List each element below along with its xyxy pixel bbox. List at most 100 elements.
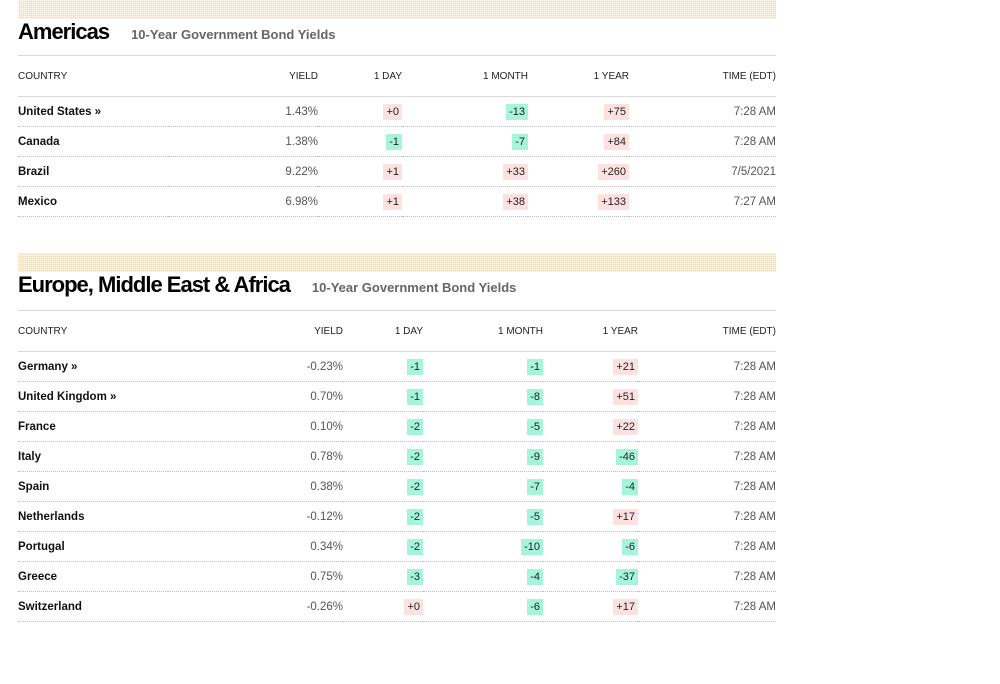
change-1day-badge: -2 <box>407 508 423 525</box>
update-time: 7:28 AM <box>638 471 776 502</box>
country-name: France <box>18 411 168 442</box>
yield-value: 0.78% <box>168 441 343 472</box>
emea-table: COUNTRY YIELD 1 DAY 1 MONTH 1 YEAR TIME … <box>18 311 776 622</box>
yield-value: 1.38% <box>168 126 318 157</box>
section-header: Americas 10-Year Government Bond Yields <box>18 19 776 56</box>
change-1month-badge: -1 <box>527 358 543 375</box>
col-header-country[interactable]: COUNTRY <box>18 311 168 352</box>
change-1year-badge: -6 <box>622 538 638 555</box>
col-header-1year[interactable]: 1 YEAR <box>543 311 638 352</box>
yield-value: 0.75% <box>168 561 343 592</box>
table-row[interactable]: Switzerland -0.26% +0 -6 +17 7:28 AM <box>18 591 776 622</box>
yield-value: 6.98% <box>168 186 318 217</box>
change-1day-badge: +1 <box>383 193 402 210</box>
change-1year-cell: +133 <box>528 186 629 217</box>
country-name: Switzerland <box>18 591 168 622</box>
col-header-yield[interactable]: YIELD <box>168 56 318 97</box>
section-header: Europe, Middle East & Africa 10-Year Gov… <box>18 272 776 311</box>
col-header-1day[interactable]: 1 DAY <box>343 311 423 352</box>
col-header-country[interactable]: COUNTRY <box>18 56 168 97</box>
update-time: 7:28 AM <box>638 381 776 412</box>
country-name: Spain <box>18 471 168 502</box>
americas-rows: United States » 1.43% +0 -13 +75 7:28 AM Canad… <box>18 96 776 217</box>
change-1month-cell: -13 <box>402 96 528 127</box>
change-1month-cell: -6 <box>423 591 543 622</box>
change-1month-badge: -4 <box>527 568 543 585</box>
change-1month-badge: -6 <box>527 598 543 615</box>
yield-value: 0.70% <box>168 381 343 412</box>
update-time: 7/5/2021 <box>629 156 776 187</box>
col-header-time[interactable]: TIME (EDT) <box>629 56 776 97</box>
change-1day-cell: +0 <box>343 591 423 622</box>
col-header-1month[interactable]: 1 MONTH <box>423 311 543 352</box>
change-1day-cell: +0 <box>318 96 402 127</box>
change-1day-cell: -1 <box>343 381 423 412</box>
table-row[interactable]: Netherlands -0.12% -2 -5 +17 7:28 AM <box>18 501 776 532</box>
table-row[interactable]: Brazil 9.22% +1 +33 +260 7/5/2021 <box>18 156 776 187</box>
change-1day-cell: -3 <box>343 561 423 592</box>
table-row[interactable]: Canada 1.38% -1 -7 +84 7:28 AM <box>18 126 776 157</box>
table-row[interactable]: United Kingdom » 0.70% -1 -8 +51 7:28 AM <box>18 381 776 412</box>
change-1month-cell: -1 <box>423 351 543 382</box>
table-row[interactable]: Greece 0.75% -3 -4 -37 7:28 AM <box>18 561 776 592</box>
change-1month-badge: -9 <box>527 448 543 465</box>
change-1month-badge: -13 <box>506 103 528 120</box>
update-time: 7:28 AM <box>638 411 776 442</box>
change-1year-badge: +17 <box>613 508 638 525</box>
country-name: Mexico <box>18 186 168 217</box>
country-link[interactable]: United States » <box>18 96 168 127</box>
change-1month-cell: -7 <box>402 126 528 157</box>
change-1year-cell: +51 <box>543 381 638 412</box>
country-link[interactable]: United Kingdom » <box>18 381 168 412</box>
change-1year-cell: -6 <box>543 531 638 562</box>
update-time: 7:28 AM <box>638 351 776 382</box>
country-name: Portugal <box>18 531 168 562</box>
bond-yields-page: Americas 10-Year Government Bond Yields … <box>18 0 776 622</box>
change-1day-cell: -2 <box>343 531 423 562</box>
change-1day-cell: -1 <box>318 126 402 157</box>
table-header-row: COUNTRY YIELD 1 DAY 1 MONTH 1 YEAR TIME … <box>18 56 776 97</box>
change-1day-cell: -2 <box>343 441 423 472</box>
table-row[interactable]: Spain 0.38% -2 -7 -4 7:28 AM <box>18 471 776 502</box>
change-1year-badge: -37 <box>616 568 638 585</box>
col-header-1month[interactable]: 1 MONTH <box>402 56 528 97</box>
change-1year-badge: +84 <box>604 133 629 150</box>
table-row[interactable]: Germany » -0.23% -1 -1 +21 7:28 AM <box>18 351 776 382</box>
table-row[interactable]: Portugal 0.34% -2 -10 -6 7:28 AM <box>18 531 776 562</box>
change-1month-badge: -5 <box>527 508 543 525</box>
change-1year-cell: -4 <box>543 471 638 502</box>
table-row[interactable]: Italy 0.78% -2 -9 -46 7:28 AM <box>18 441 776 472</box>
yield-value: -0.12% <box>168 501 343 532</box>
country-name: Greece <box>18 561 168 592</box>
col-header-yield[interactable]: YIELD <box>168 311 343 352</box>
table-row[interactable]: United States » 1.43% +0 -13 +75 7:28 AM <box>18 96 776 127</box>
col-header-time[interactable]: TIME (EDT) <box>638 311 776 352</box>
change-1month-badge: -7 <box>527 478 543 495</box>
change-1month-cell: -4 <box>423 561 543 592</box>
change-1day-badge: -1 <box>386 133 402 150</box>
change-1year-badge: +21 <box>613 358 638 375</box>
change-1day-cell: -2 <box>343 411 423 442</box>
region-title: Americas <box>18 19 110 44</box>
change-1year-cell: +17 <box>543 591 638 622</box>
change-1day-cell: +1 <box>318 156 402 187</box>
yield-value: 0.10% <box>168 411 343 442</box>
col-header-1day[interactable]: 1 DAY <box>318 56 402 97</box>
change-1year-cell: +75 <box>528 96 629 127</box>
yield-value: 9.22% <box>168 156 318 187</box>
change-1year-cell: -46 <box>543 441 638 472</box>
change-1year-badge: -46 <box>616 448 638 465</box>
change-1year-cell: +84 <box>528 126 629 157</box>
change-1day-badge: -2 <box>407 448 423 465</box>
table-row[interactable]: France 0.10% -2 -5 +22 7:28 AM <box>18 411 776 442</box>
change-1day-badge: +0 <box>404 598 423 615</box>
country-link[interactable]: Germany » <box>18 351 168 382</box>
col-header-1year[interactable]: 1 YEAR <box>528 56 629 97</box>
section-stripe <box>18 253 776 272</box>
change-1month-cell: -10 <box>423 531 543 562</box>
update-time: 7:28 AM <box>638 591 776 622</box>
change-1month-cell: -7 <box>423 471 543 502</box>
table-row[interactable]: Mexico 6.98% +1 +38 +133 7:27 AM <box>18 186 776 217</box>
section-stripe <box>18 0 776 19</box>
change-1day-badge: +1 <box>383 163 402 180</box>
